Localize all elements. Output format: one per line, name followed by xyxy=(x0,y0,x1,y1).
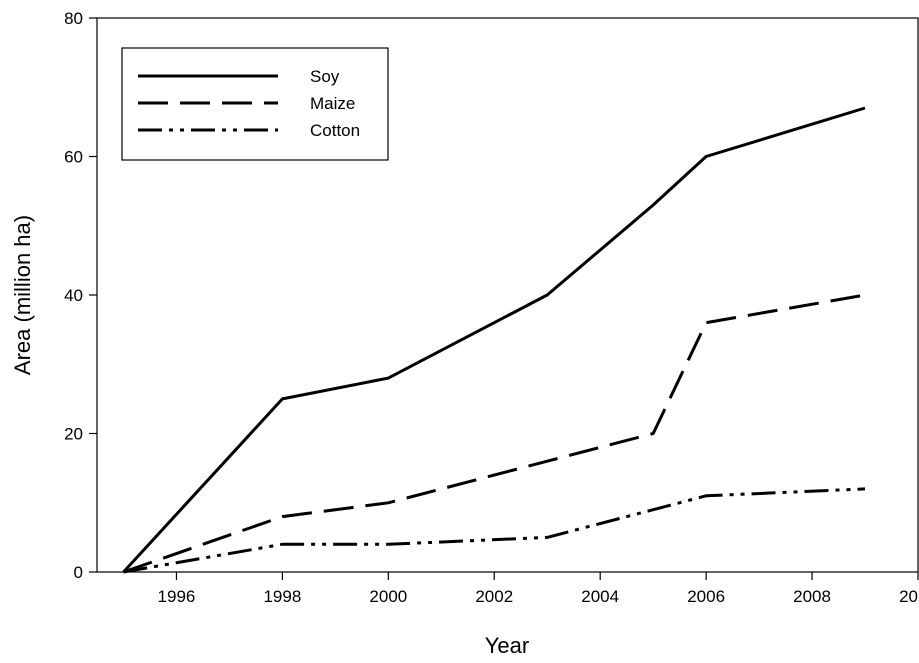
x-axis: 1996 1998 2000 2002 2004 2006 2008 2010 xyxy=(158,572,919,606)
series-line-maize xyxy=(123,293,866,574)
y-axis: 0 20 40 60 80 xyxy=(64,9,97,582)
series-line-cotton xyxy=(123,487,866,574)
x-tick-label: 1996 xyxy=(158,587,196,606)
x-tick-label: 2002 xyxy=(475,587,513,606)
x-tick-label: 2008 xyxy=(793,587,831,606)
legend: Soy Maize Cotton xyxy=(121,47,389,161)
legend-label-maize: Maize xyxy=(310,94,355,113)
series-line-soy xyxy=(122,106,866,574)
legend-label-cotton: Cotton xyxy=(310,121,360,140)
x-tick-label: 2006 xyxy=(687,587,725,606)
x-tick-label: 2004 xyxy=(581,587,619,606)
y-tick-label: 0 xyxy=(74,563,83,582)
x-tick-label: 2010 xyxy=(899,587,919,606)
y-tick-label: 60 xyxy=(64,148,83,167)
x-axis-title: Year xyxy=(485,633,529,658)
x-tick-label: 2000 xyxy=(369,587,407,606)
series-lines xyxy=(122,106,866,574)
x-tick-label: 1998 xyxy=(263,587,301,606)
y-tick-label: 40 xyxy=(64,286,83,305)
y-tick-label: 80 xyxy=(64,9,83,28)
legend-label-soy: Soy xyxy=(310,67,340,86)
y-tick-label: 20 xyxy=(64,425,83,444)
y-axis-title: Area (million ha) xyxy=(10,215,35,375)
